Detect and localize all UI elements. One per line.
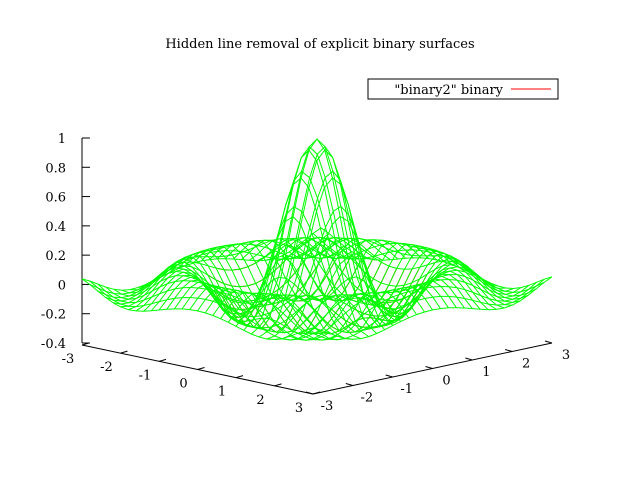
x-tick-label: -1 [139, 368, 152, 383]
chart-title: Hidden line removal of explicit binary s… [165, 37, 474, 52]
y-tick-mark [544, 340, 553, 344]
y-tick-label: 2 [522, 357, 530, 372]
surface-mesh-line [281, 236, 513, 306]
z-tick-label: 0.4 [45, 220, 66, 235]
y-tick-label: 3 [562, 348, 570, 363]
surface-mesh-line [312, 276, 553, 340]
x-tick-mark [274, 383, 282, 387]
surface-mesh-line [282, 274, 522, 341]
legend: "binary2" binary [367, 78, 559, 100]
z-tick-label: 0 [58, 278, 66, 293]
axes: -0.4 -0.2 0 0.2 0.4 0.6 0.8 1 -3 -2 -1 0 1 2 3 -3 -2 -1 0 1… [41, 132, 570, 416]
x-tick-mark [235, 375, 244, 379]
z-tick-label: 0.6 [45, 191, 66, 206]
y-tick-label: 1 [482, 365, 490, 380]
y-tick-mark [385, 374, 393, 378]
x-tick-label: 1 [218, 385, 226, 400]
x-tick-label: 2 [256, 393, 264, 408]
y-tick-mark [305, 391, 314, 395]
y-tick-mark [465, 357, 473, 361]
y-tick-label: -1 [400, 382, 413, 397]
surface-mesh-line [312, 233, 545, 293]
surface-mesh-line [297, 281, 537, 341]
surface-mesh-line [288, 237, 521, 303]
y-tick-mark [425, 366, 433, 369]
surface-mesh-line [320, 227, 553, 290]
legend-label: "binary2" binary [394, 83, 503, 98]
z-tick-label: 0.2 [45, 249, 66, 264]
x-tick-label: -2 [100, 360, 113, 375]
x-tick-label: -3 [62, 352, 75, 367]
surface-mesh-line [257, 237, 489, 311]
x-tick-label: 0 [179, 377, 187, 392]
z-tick-label: -0.4 [41, 337, 66, 352]
y-tick-mark [345, 383, 353, 386]
z-tick-label: -0.2 [41, 308, 66, 323]
surface-mesh-line [304, 239, 537, 297]
y-tick-mark [505, 349, 513, 352]
z-tick-label: 1 [58, 132, 66, 147]
z-tick-label: 0.8 [45, 161, 66, 176]
legend-box [367, 78, 559, 100]
y-tick-label: 0 [442, 374, 450, 389]
y-tick-label: -2 [360, 391, 373, 406]
surface-mesh [81, 138, 553, 341]
x-tick-label: 3 [295, 401, 303, 416]
x-tick-mark [81, 342, 90, 346]
x-tick-mark [197, 367, 205, 370]
surface-mesh-line [289, 278, 530, 341]
x-tick-mark [120, 350, 128, 354]
x-tick-mark [158, 358, 167, 362]
x-tick-mark [312, 391, 321, 395]
y-tick-label: -3 [321, 399, 334, 414]
surface-mesh-line [296, 239, 529, 300]
